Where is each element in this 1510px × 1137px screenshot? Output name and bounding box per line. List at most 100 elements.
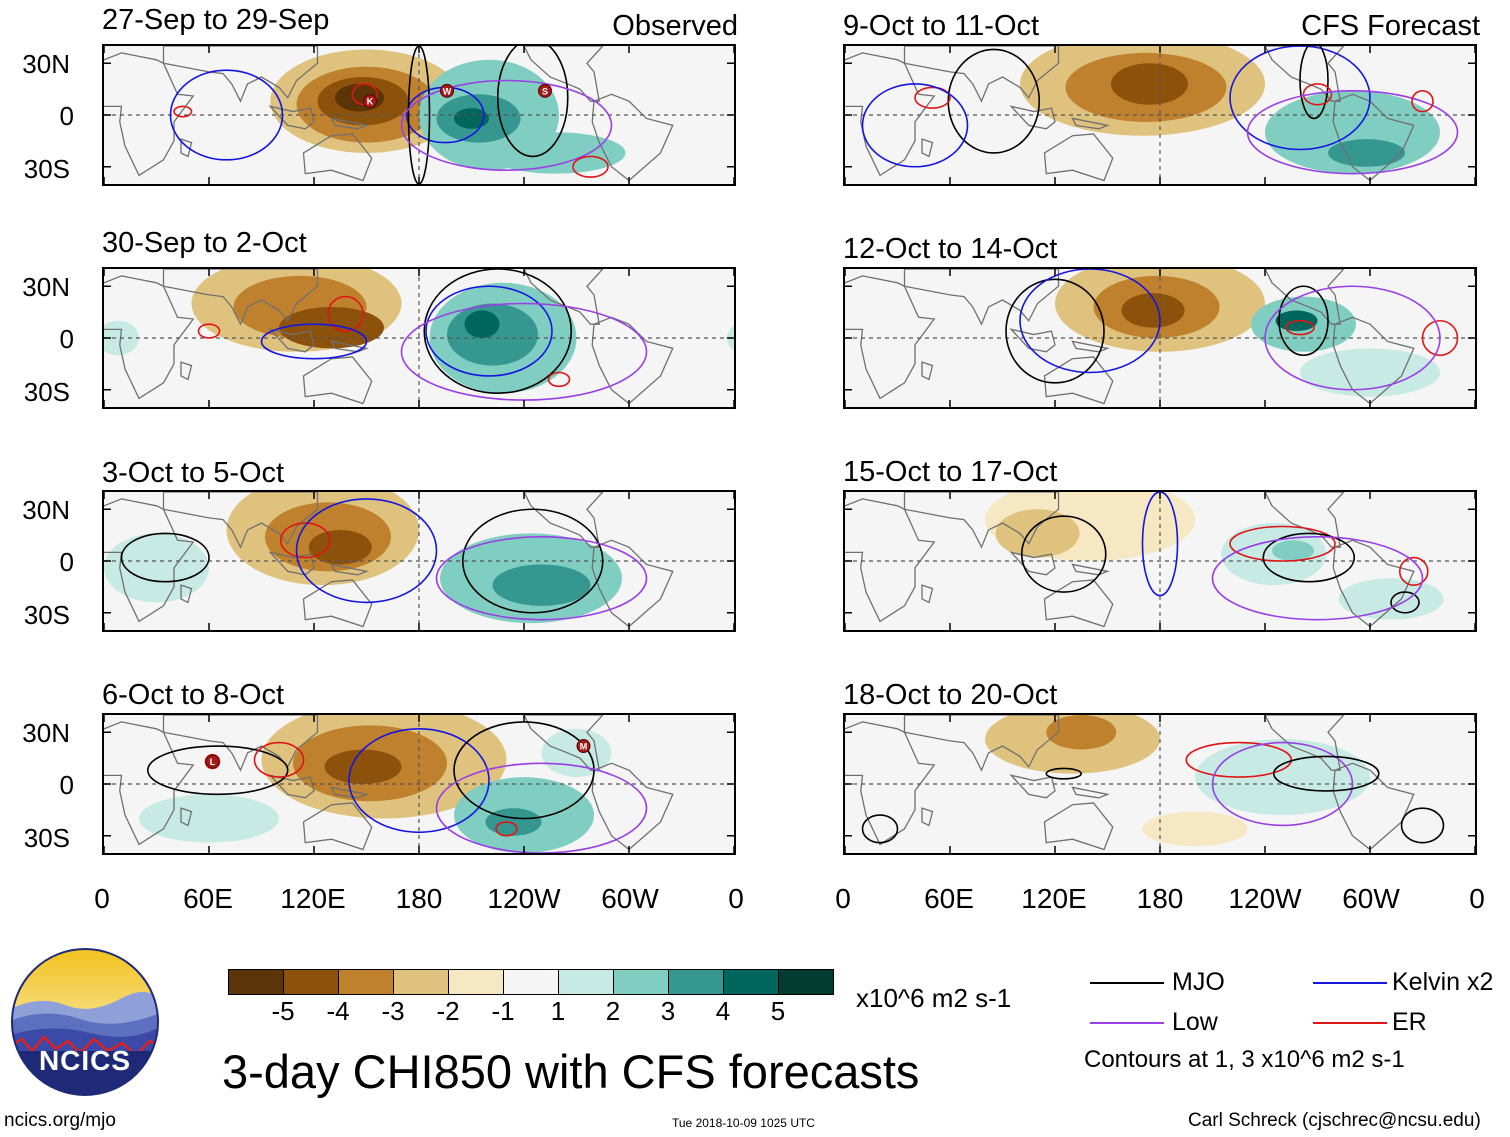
anomaly-map: K W S: [104, 46, 734, 184]
colorbar-swatch: [229, 970, 284, 994]
colorbar-swatch: [724, 970, 779, 994]
storm-label: K: [367, 97, 374, 107]
colorbar-label: 4: [715, 996, 731, 1026]
panel-title: 3-Oct to 5-Oct: [102, 457, 285, 489]
legend-line-er: [1313, 1022, 1387, 1024]
x-tick: 180: [1136, 883, 1184, 914]
footer-url: ncics.org/mjo: [4, 1110, 116, 1131]
colorbar-swatch: [284, 970, 339, 994]
legend-label-kelvin: Kelvin x2: [1392, 968, 1494, 996]
legend-label-low: Low: [1172, 1008, 1218, 1036]
map-panel-forecast-3: [843, 490, 1477, 632]
anomaly-map: [845, 492, 1475, 630]
anomaly-map: [104, 269, 734, 407]
legend-label-mjo: MJO: [1172, 968, 1225, 996]
storm-label: M: [580, 742, 588, 752]
y-tick-eq: 0: [59, 324, 74, 354]
colorbar-label: -3: [381, 996, 405, 1026]
colorbar-swatch: [614, 970, 669, 994]
x-tick: 120E: [280, 883, 346, 914]
colorbar-label: 3: [660, 996, 676, 1026]
x-tick: 180: [395, 883, 443, 914]
footer-credit: Carl Schreck (cjschrec@ncsu.edu): [1188, 1110, 1481, 1131]
storm-marker: W: [440, 83, 454, 98]
observed-label: Observed: [612, 10, 738, 42]
storm-label: L: [210, 757, 216, 767]
colorbar-units: x10^6 m2 s-1: [856, 983, 1012, 1013]
y-tick-eq: 0: [59, 770, 74, 800]
colorbar-swatch: [559, 970, 614, 994]
colorbar-label: 2: [605, 996, 621, 1026]
panel-title: 30-Sep to 2-Oct: [102, 227, 307, 259]
map-panel-forecast-4: [843, 713, 1477, 855]
panel-title: 18-Oct to 20-Oct: [843, 679, 1058, 711]
y-tick-30n: 30N: [22, 495, 70, 525]
x-tick: 60E: [924, 883, 974, 914]
legend-line-low: [1090, 1022, 1164, 1024]
colorbar-swatch: [339, 970, 394, 994]
panel-title: 9-Oct to 11-Oct: [843, 10, 1040, 42]
y-tick-30s: 30S: [23, 600, 70, 630]
logo-text: NCICS: [38, 1045, 132, 1076]
x-tick: 0: [94, 883, 110, 914]
colorbar-swatch: [779, 970, 833, 994]
colorbar-label: 1: [550, 996, 566, 1026]
anomaly-map: [845, 715, 1475, 853]
y-tick-eq: 0: [59, 101, 74, 131]
ncics-logo: NCICS: [10, 947, 160, 1097]
y-tick-30s: 30S: [23, 823, 70, 853]
y-tick-30n: 30N: [22, 718, 70, 748]
x-tick: 60E: [183, 883, 233, 914]
x-tick: 0: [1469, 883, 1485, 914]
legend-line-mjo: [1090, 982, 1164, 984]
storm-marker: M: [576, 739, 591, 754]
storm-label: W: [443, 86, 452, 96]
colorbar-label: 5: [770, 996, 786, 1026]
footer-timestamp: Tue 2018-10-09 1025 UTC: [672, 1116, 815, 1130]
colorbar-swatch: [669, 970, 724, 994]
y-tick-30s: 30S: [23, 154, 70, 184]
colorbar: [228, 969, 834, 995]
map-panel-observed-3: [102, 490, 736, 632]
map-panel-observed-2: [102, 267, 736, 409]
panel-title: 15-Oct to 17-Oct: [843, 456, 1058, 488]
storm-label: S: [542, 86, 548, 96]
colorbar-label: -1: [491, 996, 515, 1026]
anomaly-map: [845, 269, 1475, 407]
main-title: 3-day CHI850 with CFS forecasts: [222, 1045, 920, 1098]
forecast-label: CFS Forecast: [1301, 10, 1480, 42]
storm-marker: S: [538, 83, 552, 98]
colorbar-label: -2: [436, 996, 460, 1026]
x-tick: 60W: [601, 883, 659, 914]
x-tick: 0: [835, 883, 851, 914]
storm-marker: K: [363, 94, 377, 109]
colorbar-swatch: [449, 970, 504, 994]
colorbar-swatch: [394, 970, 449, 994]
map-panel-forecast-2: [843, 267, 1477, 409]
x-tick: 60W: [1342, 883, 1400, 914]
storm-marker: L: [205, 754, 220, 769]
anomaly-map: LM: [104, 715, 734, 853]
logo-icon: [11, 948, 159, 1096]
x-tick: 0: [728, 883, 744, 914]
anomaly-map: [845, 46, 1475, 184]
y-tick-30n: 30N: [22, 49, 70, 79]
anomaly-map: [104, 492, 734, 630]
panel-title: 12-Oct to 14-Oct: [843, 233, 1058, 265]
x-tick: 120E: [1021, 883, 1087, 914]
legend-label-er: ER: [1392, 1008, 1427, 1036]
colorbar-label: -4: [326, 996, 350, 1026]
y-tick-30s: 30S: [23, 377, 70, 407]
y-tick-30n: 30N: [22, 272, 70, 302]
legend-note: Contours at 1, 3 x10^6 m2 s-1: [1084, 1046, 1405, 1073]
panel-title: 27-Sep to 29-Sep: [102, 4, 330, 36]
x-tick: 120W: [1228, 883, 1302, 914]
panel-title: 6-Oct to 8-Oct: [102, 679, 285, 711]
colorbar-label: -5: [271, 996, 295, 1026]
colorbar-swatch: [504, 970, 559, 994]
map-panel-forecast-1: [843, 44, 1477, 186]
y-tick-eq: 0: [59, 547, 74, 577]
legend-line-kelvin: [1313, 982, 1387, 984]
map-panel-observed-1: K W S: [102, 44, 736, 186]
